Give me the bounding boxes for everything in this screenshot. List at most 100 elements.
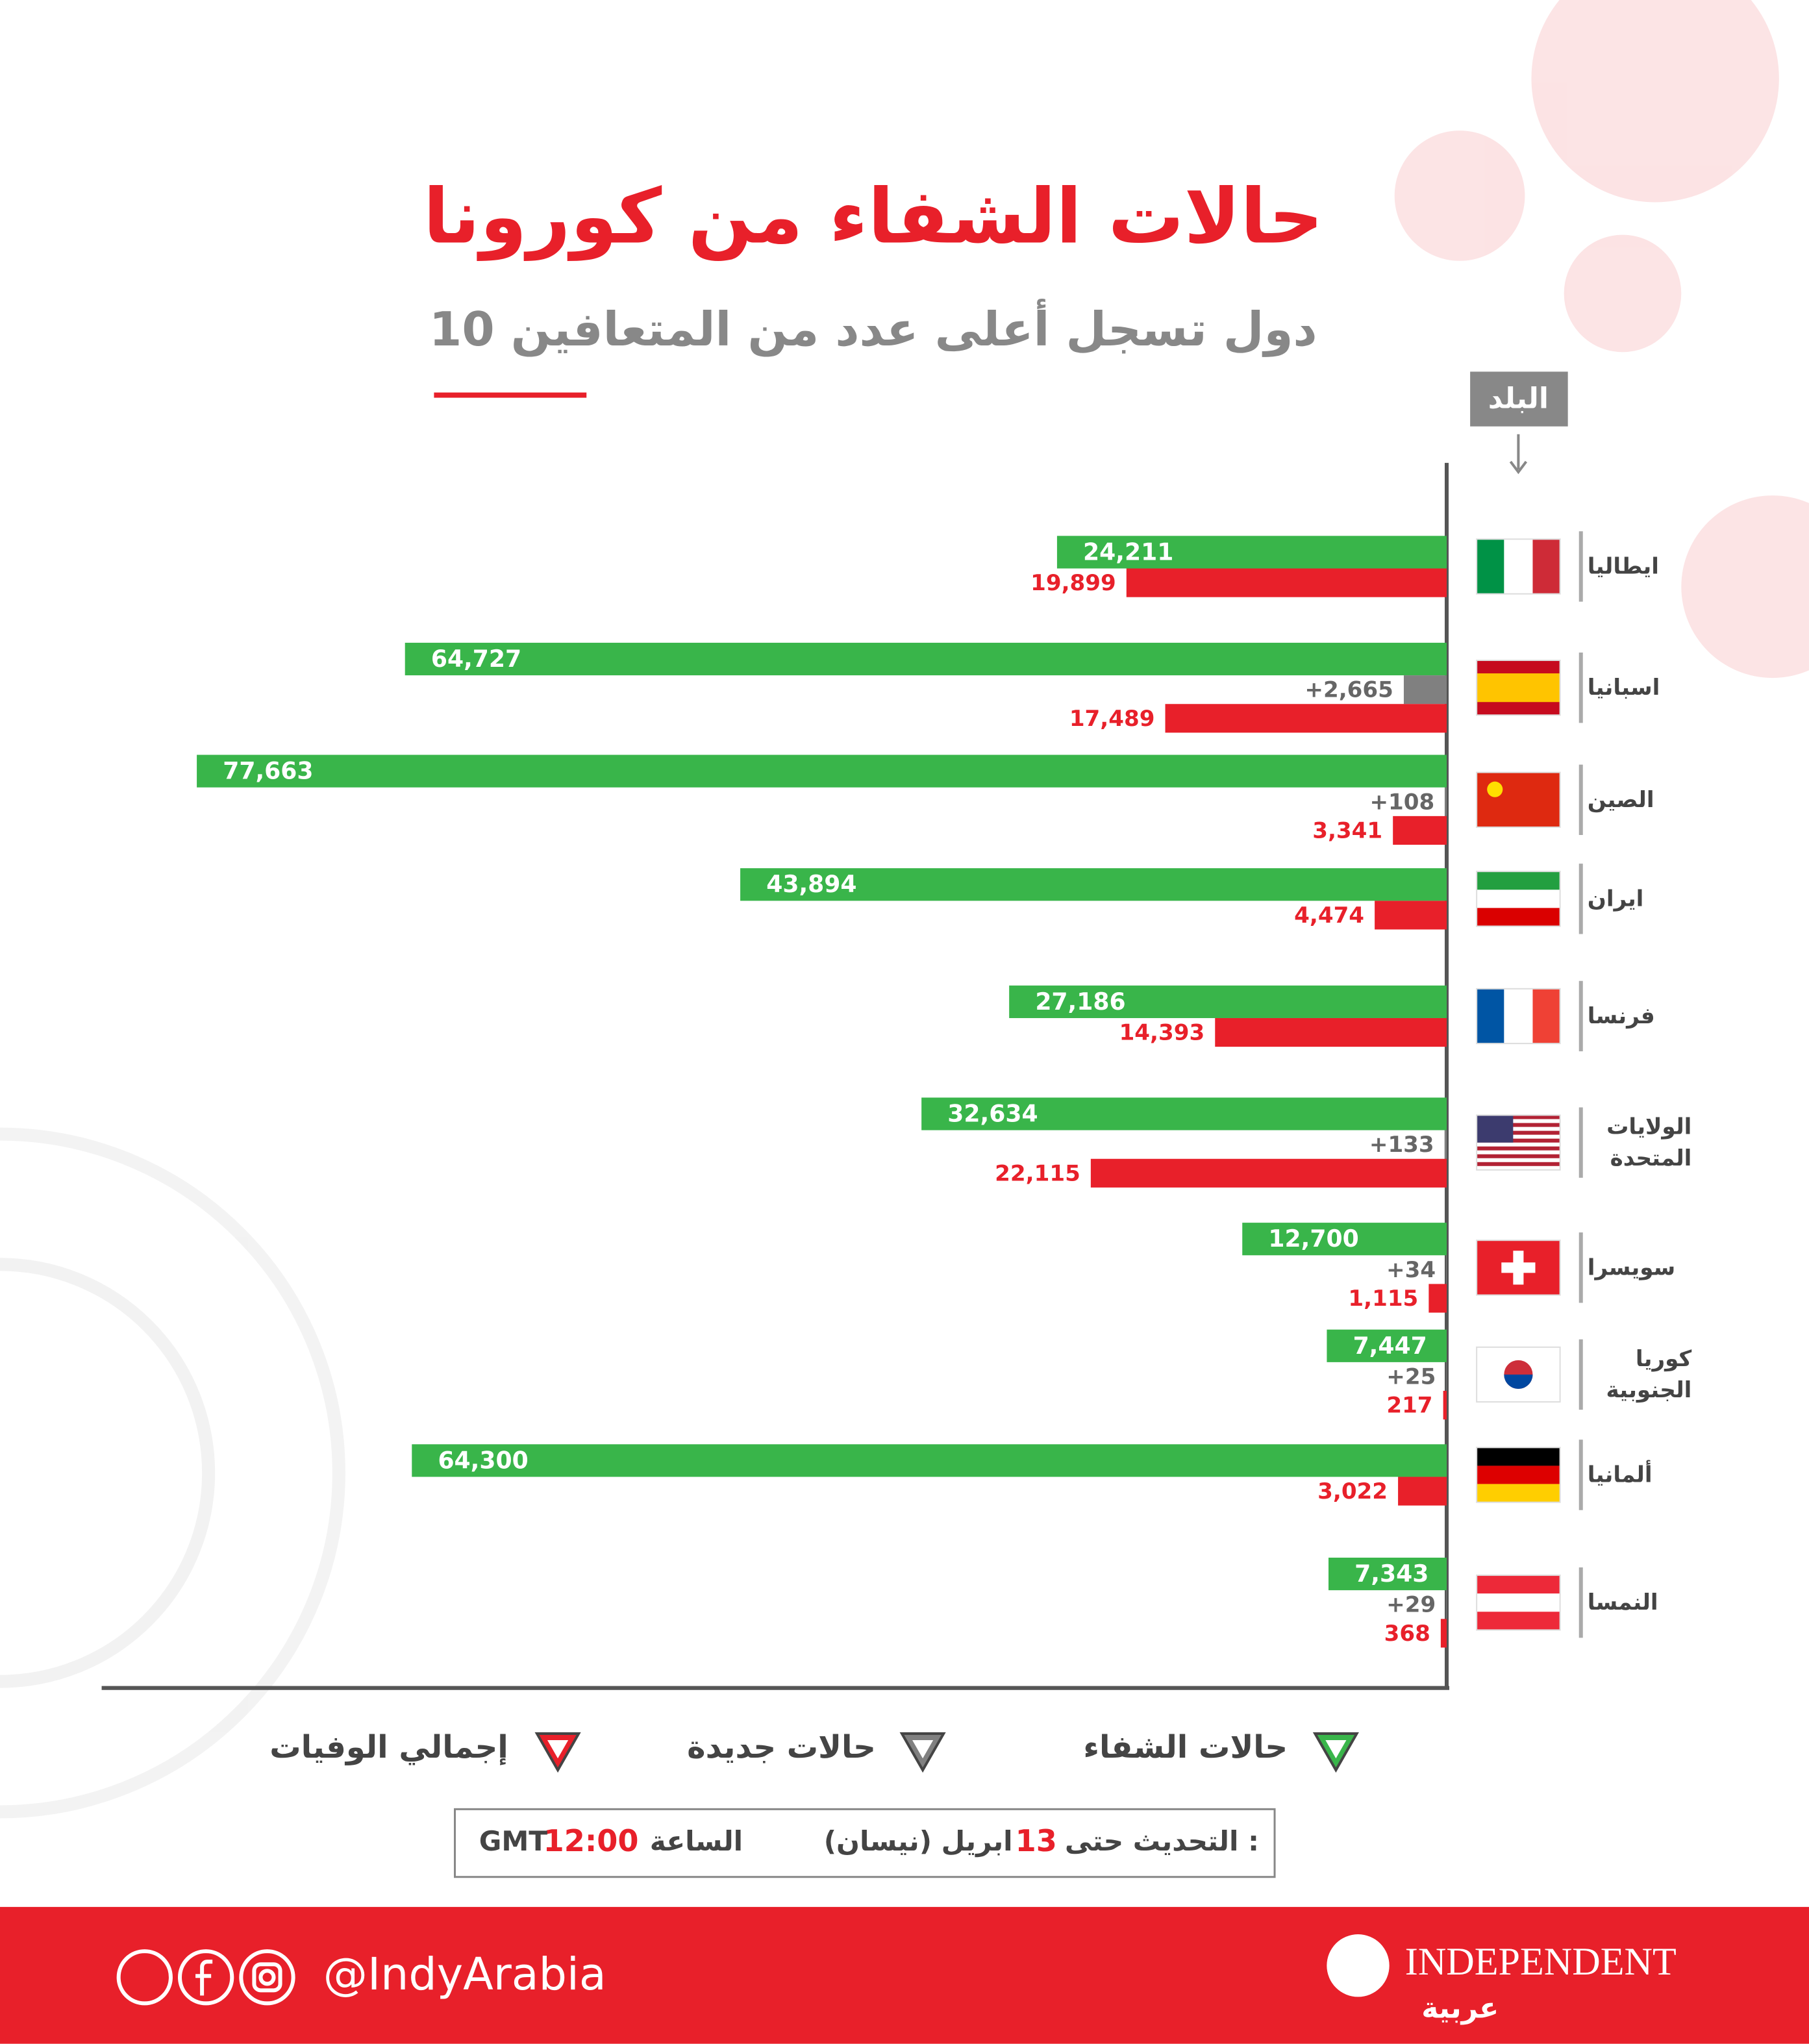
flag-part (1501, 1262, 1536, 1273)
value-label: 14,393 (1119, 1020, 1205, 1046)
bar (1398, 1477, 1447, 1506)
flag-border (1476, 538, 1561, 595)
bar (1165, 704, 1447, 733)
value-label: +2,665 (1304, 677, 1393, 703)
flag (1476, 871, 1561, 927)
value-label: 12,700 (1268, 1225, 1358, 1253)
value-label: 17,489 (1069, 706, 1155, 732)
flag-part (1477, 1162, 1560, 1166)
category-label: الولايات المتحدة (1606, 1114, 1692, 1171)
category-label-box: ايطاليا (1588, 553, 1659, 579)
flag-border (1476, 1575, 1561, 1631)
update-zone: GMT (479, 1825, 548, 1857)
flag (1476, 771, 1561, 828)
value-label: 64,727 (431, 645, 521, 673)
value-label: 368 (1384, 1621, 1430, 1647)
category-label: فرنسا (1587, 1003, 1655, 1030)
value-label: +34 (1386, 1257, 1436, 1283)
value-label: 22,115 (995, 1160, 1080, 1186)
value-label: 3,341 (1312, 817, 1382, 843)
value-label: 64,300 (438, 1446, 528, 1474)
bar (412, 1444, 1447, 1477)
flag-part (1504, 1374, 1533, 1390)
value-label: 3,022 (1317, 1478, 1388, 1504)
value-label: 7,343 (1354, 1560, 1428, 1588)
legend-label: حالات جديدة (687, 1729, 876, 1765)
category-label: الصين (1587, 786, 1654, 813)
bar (1009, 985, 1447, 1018)
flag-part (1532, 539, 1560, 594)
bar (1403, 675, 1447, 704)
flag (1476, 988, 1561, 1045)
bars: 24,211 19,899 ايطاليا 64,727 +2,665 17,489 اسب… (197, 531, 1692, 1648)
flag-part (1477, 772, 1560, 827)
value-label: 4,474 (1294, 903, 1364, 929)
bar (1215, 1017, 1447, 1047)
legend-label: إجمالي الوفيات (269, 1729, 508, 1765)
flag-part (1477, 1465, 1560, 1484)
value-label: 1,115 (1348, 1286, 1418, 1312)
bar (1443, 1391, 1447, 1420)
bar (1126, 568, 1447, 597)
update-time-label: الساعة (650, 1825, 743, 1857)
bar (1440, 1619, 1447, 1648)
value-label: 32,634 (947, 1100, 1038, 1128)
flag (1476, 1575, 1561, 1631)
flag (1476, 538, 1561, 595)
category-label-box: سويسرا (1587, 1254, 1676, 1281)
category-label-box: فرنسا (1587, 1003, 1655, 1030)
flag-part (1477, 908, 1560, 927)
update-time: 12:00 (543, 1823, 639, 1858)
bar (1446, 1362, 1447, 1391)
flag-part (1477, 1115, 1560, 1119)
brand-logo (1327, 1934, 1390, 1997)
flag-part (1477, 871, 1560, 890)
bar (1328, 1557, 1447, 1591)
legend-label: حالات الشفاء (1083, 1729, 1288, 1765)
legend-swatch-inner (912, 1739, 934, 1759)
bar (1446, 1255, 1447, 1284)
flag (1476, 659, 1561, 716)
value-label: 27,186 (1035, 988, 1125, 1016)
flag-border (1476, 1447, 1561, 1503)
category-label: النمسا (1587, 1589, 1658, 1616)
bar (740, 868, 1447, 901)
bar (1056, 536, 1447, 569)
flag-border (1476, 1240, 1561, 1296)
flag-part (1477, 1115, 1514, 1143)
bar (1444, 1130, 1447, 1159)
header-arrow (1509, 434, 1528, 475)
flag-part (1477, 988, 1504, 1044)
flag-part (1477, 1123, 1560, 1127)
flag-border (1476, 988, 1561, 1045)
flag (1476, 1240, 1561, 1296)
flag-part (1477, 1146, 1560, 1151)
flag-border (1476, 1346, 1561, 1403)
value-label: 217 (1386, 1393, 1432, 1419)
category-label: اسبانيا (1587, 675, 1660, 701)
category-label-box: الولايات المتحدة (1606, 1114, 1692, 1171)
bar (1327, 1329, 1447, 1362)
bar (405, 642, 1447, 676)
category-label: سويسرا (1587, 1254, 1676, 1281)
flag-part (1477, 1138, 1560, 1143)
flag-part (1477, 539, 1504, 594)
flag (1476, 1346, 1561, 1403)
bar (921, 1097, 1447, 1130)
flag-border (1476, 771, 1561, 828)
value-label: 24,211 (1083, 538, 1173, 566)
bar (1445, 787, 1447, 816)
value-label: +133 (1369, 1132, 1434, 1158)
update-box (454, 1808, 1276, 1878)
flag-part (1532, 988, 1560, 1044)
update-month: ابريل (نيسان) (824, 1825, 1013, 1858)
bar (1393, 816, 1447, 845)
flag-border (1476, 1114, 1561, 1171)
bar (1428, 1284, 1447, 1313)
category-label: ألمانيا (1587, 1462, 1653, 1488)
legend: حالات الشفاء حالات جديدة إجمالي الوفيات (269, 1729, 1359, 1773)
flag-border (1476, 659, 1561, 716)
header-box (1470, 371, 1568, 427)
